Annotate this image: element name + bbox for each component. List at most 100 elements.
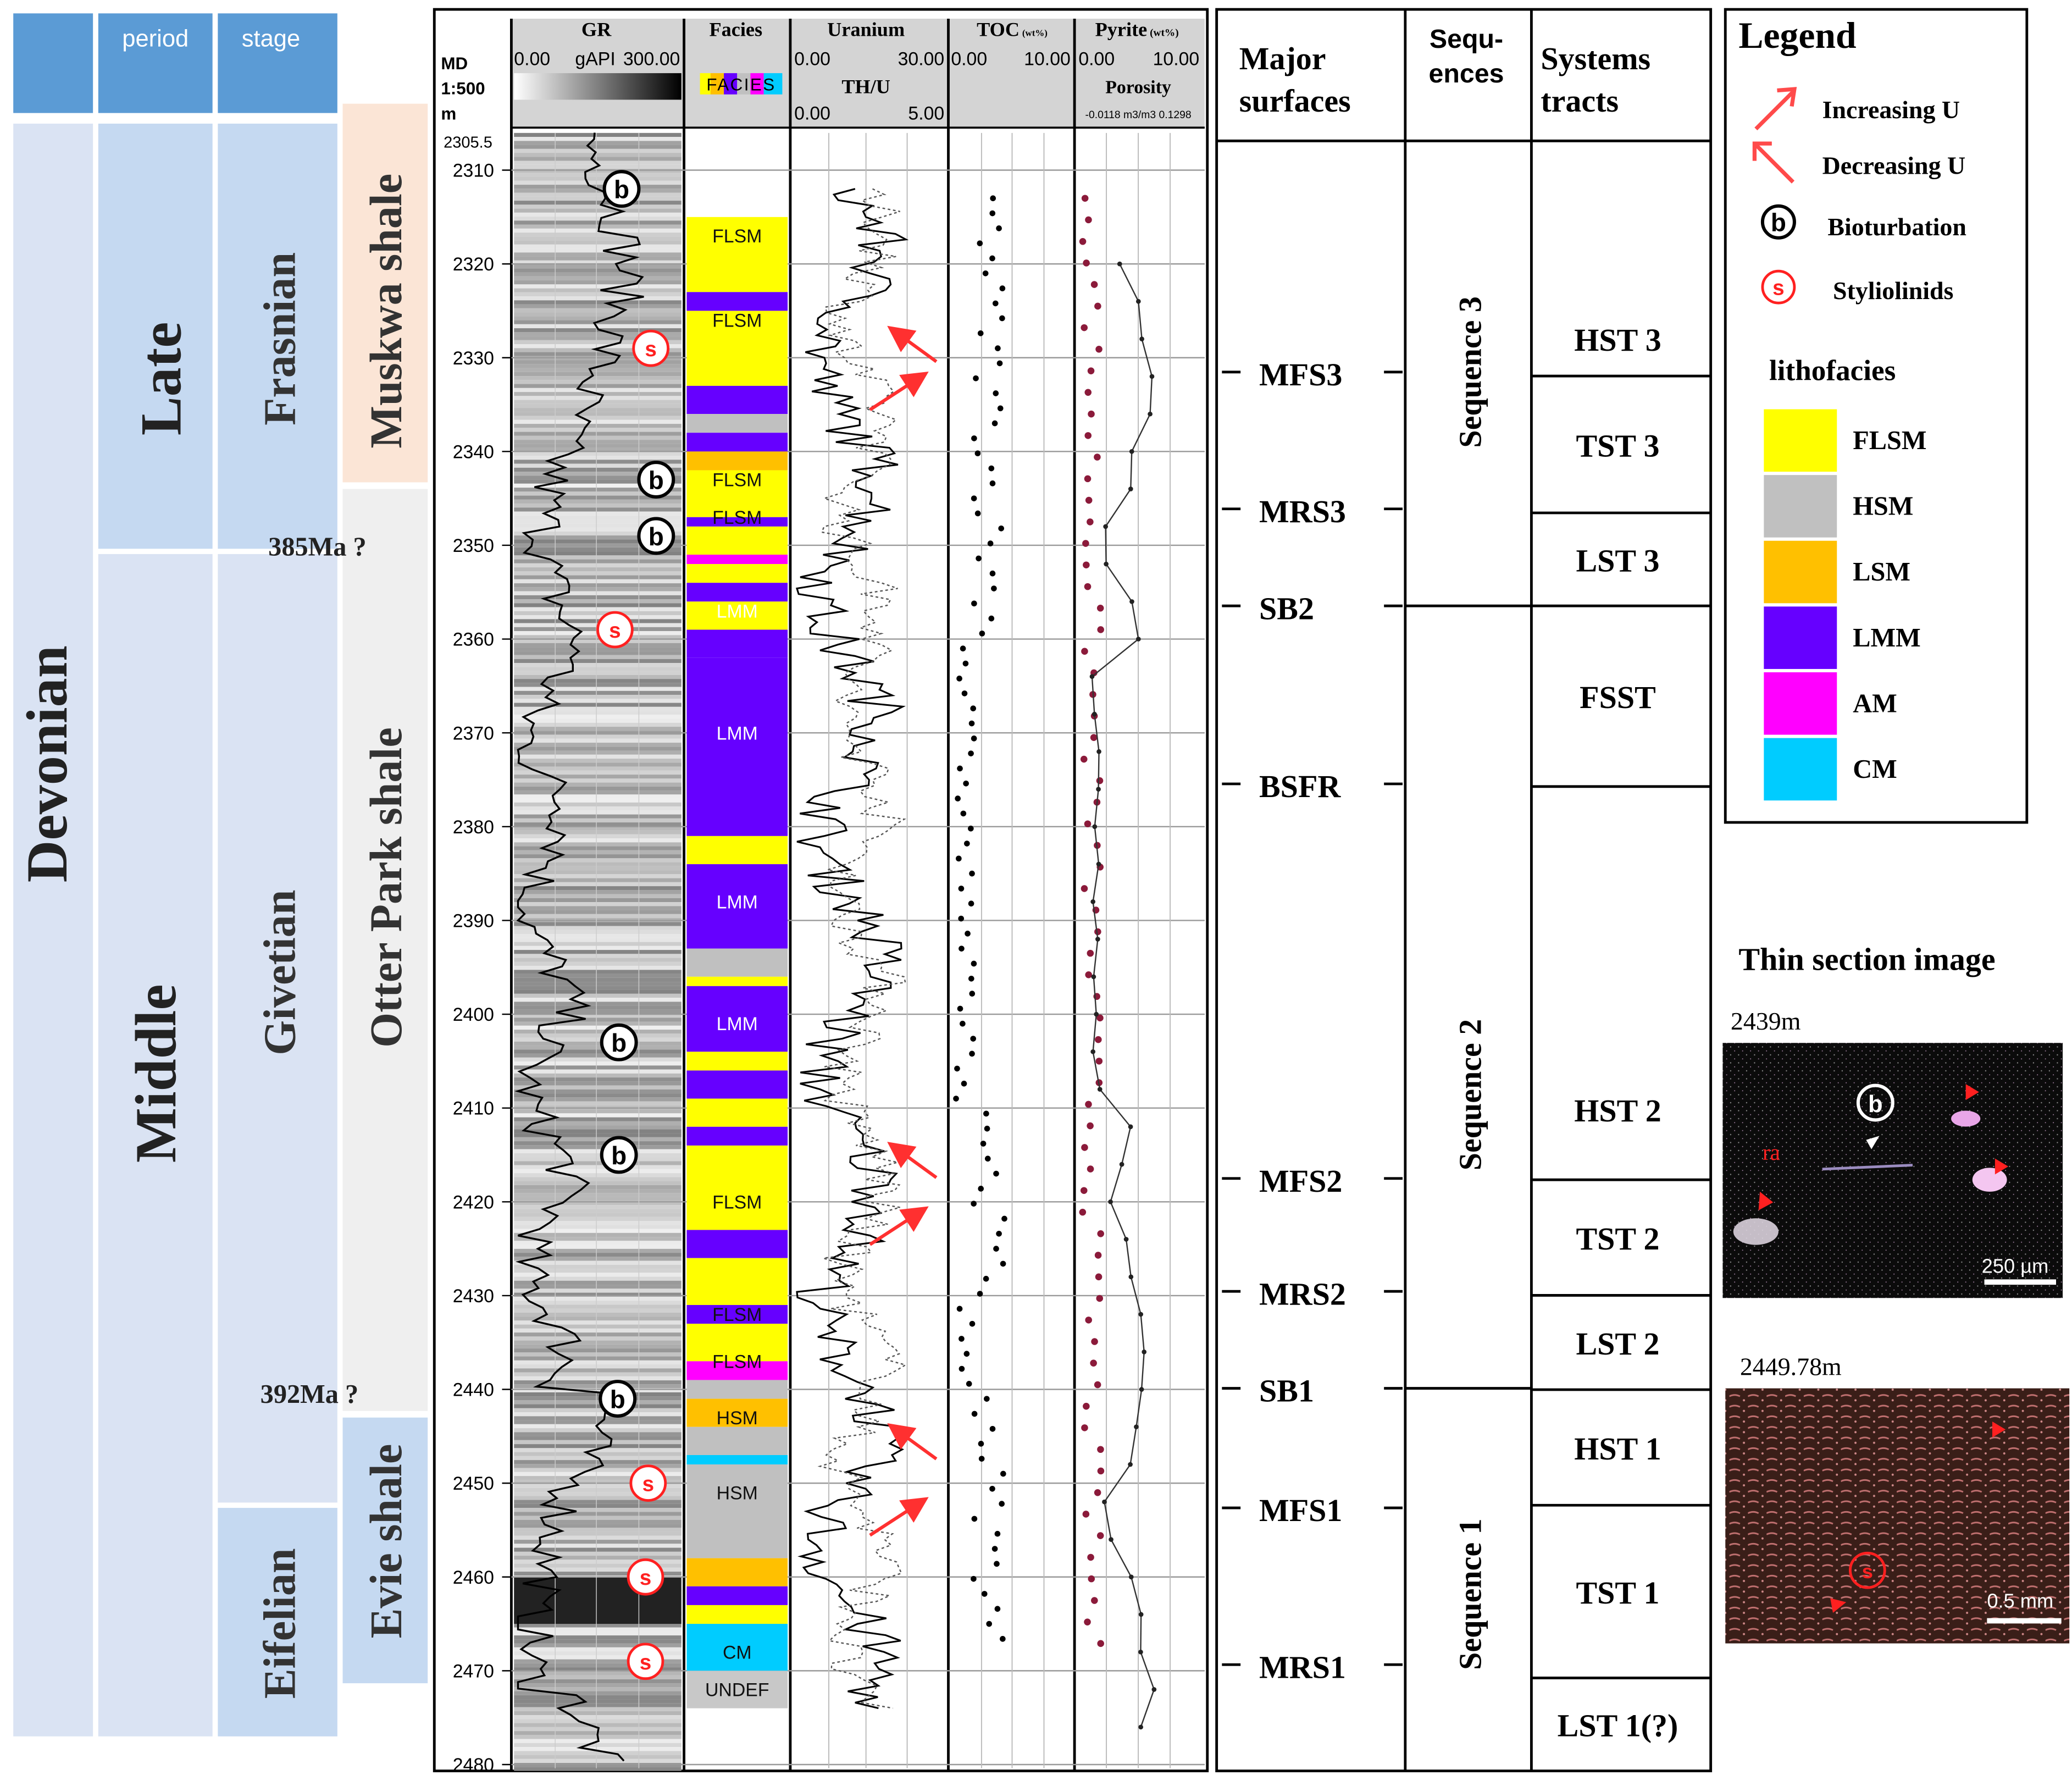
pyrite-point bbox=[1090, 1359, 1097, 1367]
depth-tick-label: 2330 bbox=[453, 348, 494, 369]
styliolinid-glyph: s bbox=[645, 338, 657, 361]
facies-label: FLSM bbox=[712, 507, 762, 528]
porosity-point bbox=[1128, 1274, 1134, 1280]
porosity-point bbox=[1092, 711, 1097, 717]
pyrite-point bbox=[1090, 734, 1098, 741]
porosity-curve bbox=[1091, 263, 1155, 1728]
pyrite-point bbox=[1094, 1489, 1101, 1496]
toc-point bbox=[954, 1065, 960, 1072]
uranium-min: 0.00 bbox=[794, 49, 830, 70]
toc-point bbox=[971, 960, 977, 967]
pyrite-point bbox=[1080, 755, 1088, 763]
systems-tract-label: LST 2 bbox=[1576, 1326, 1659, 1362]
porosity-point bbox=[1090, 899, 1096, 904]
depth-tick-label: 2370 bbox=[453, 723, 494, 744]
toc-point bbox=[989, 1485, 995, 1492]
pyrite-point bbox=[1095, 345, 1103, 353]
bioturbation-marker bbox=[602, 170, 641, 208]
legend-styliolinids: Styliolinids bbox=[1833, 277, 1953, 305]
svg-text:s: s bbox=[1862, 1560, 1873, 1583]
depth-tick-label: 2380 bbox=[453, 817, 494, 838]
bioturbation-glyph: b bbox=[610, 1385, 625, 1413]
pyrite-point bbox=[1097, 1230, 1104, 1237]
toc-point bbox=[977, 330, 984, 336]
lithofacies-swatch bbox=[1764, 606, 1837, 669]
toc-point bbox=[963, 780, 969, 787]
pyrite-point bbox=[1085, 1317, 1092, 1324]
facies-block bbox=[686, 1558, 788, 1586]
porosity-point bbox=[1138, 1312, 1144, 1317]
styliolinid-glyph: s bbox=[640, 1566, 652, 1590]
toc-point bbox=[991, 1546, 998, 1552]
thin-section-title: Thin section image bbox=[1738, 941, 1995, 977]
surface-label: SB2 bbox=[1259, 590, 1314, 626]
pyrite-point bbox=[1087, 518, 1094, 526]
sequences-header-2: ences bbox=[1428, 59, 1504, 89]
pyrite-point bbox=[1079, 237, 1087, 245]
toc-point bbox=[999, 1501, 1005, 1507]
surface-label: MFS1 bbox=[1259, 1492, 1342, 1528]
facies-block bbox=[686, 1586, 788, 1605]
porosity-point bbox=[1119, 1162, 1124, 1167]
toc-point bbox=[993, 390, 999, 396]
toc-point bbox=[959, 945, 965, 952]
pyrite-point bbox=[1088, 1575, 1095, 1583]
toc-point bbox=[960, 645, 966, 652]
period-header: period bbox=[122, 26, 189, 52]
facies-block bbox=[686, 1671, 788, 1708]
facies-label: CM bbox=[723, 1642, 752, 1663]
pyrite-point bbox=[1084, 432, 1092, 439]
toc-point bbox=[991, 585, 997, 591]
toc-point bbox=[991, 420, 998, 427]
facies-label: UNDEF bbox=[705, 1680, 769, 1701]
porosity-point bbox=[1129, 449, 1134, 454]
toc-point bbox=[957, 1005, 963, 1012]
toc-point bbox=[988, 615, 995, 622]
surface-label: MRS3 bbox=[1259, 494, 1346, 529]
toc-point bbox=[955, 795, 961, 801]
porosity-point bbox=[1129, 599, 1134, 604]
toc-point bbox=[978, 1441, 984, 1447]
facies-block bbox=[686, 414, 788, 433]
porosity-point bbox=[1128, 486, 1133, 491]
depth-tick-label: 2470 bbox=[453, 1661, 494, 1682]
facies-label: HSM bbox=[717, 1483, 758, 1503]
toc-point bbox=[958, 915, 965, 922]
toc-point bbox=[971, 600, 977, 607]
porosity-point bbox=[1092, 824, 1098, 830]
facies-block bbox=[686, 526, 788, 555]
pyrite-point bbox=[1085, 1101, 1092, 1108]
facies-block bbox=[686, 451, 788, 471]
thu-min: 0.00 bbox=[794, 103, 830, 124]
depth-tick-label: 2410 bbox=[453, 1098, 494, 1119]
porosity-point bbox=[1135, 637, 1141, 642]
thin-section-1-scale: 250 µm bbox=[1982, 1254, 2049, 1277]
porosity-point bbox=[1123, 1237, 1129, 1242]
facies-block bbox=[686, 433, 788, 452]
toc-point bbox=[977, 1291, 983, 1297]
pyrite-point bbox=[1082, 1511, 1090, 1518]
lithofacies-label: LMM bbox=[1853, 623, 1920, 653]
facies-block bbox=[686, 583, 788, 602]
toc-point bbox=[983, 1275, 989, 1282]
decreasing-u-arrow bbox=[887, 1423, 938, 1461]
bioturbation-glyph: b bbox=[649, 522, 664, 551]
facies-title: Facies bbox=[710, 18, 763, 40]
pyrite-point bbox=[1083, 1402, 1090, 1410]
styliolinid-marker bbox=[627, 1558, 664, 1596]
toc-point bbox=[968, 825, 974, 832]
md-top-label: 2305.5 bbox=[444, 134, 492, 151]
porosity-title: Porosity bbox=[1105, 77, 1171, 97]
gr-unit: gAPI bbox=[575, 49, 615, 70]
facies-block bbox=[686, 1070, 788, 1099]
pyrite-point bbox=[1087, 367, 1095, 374]
systems-tract-label: HST 1 bbox=[1574, 1431, 1661, 1467]
styliolinid-icon bbox=[1761, 269, 1796, 305]
facies-block bbox=[686, 1145, 788, 1230]
toc-point bbox=[996, 360, 1003, 367]
facies-label: LMM bbox=[717, 1014, 758, 1035]
sequence-label: Sequence 2 bbox=[1453, 1019, 1488, 1171]
styliolinid-marker bbox=[632, 329, 669, 367]
pyrite-point bbox=[1087, 1122, 1094, 1130]
